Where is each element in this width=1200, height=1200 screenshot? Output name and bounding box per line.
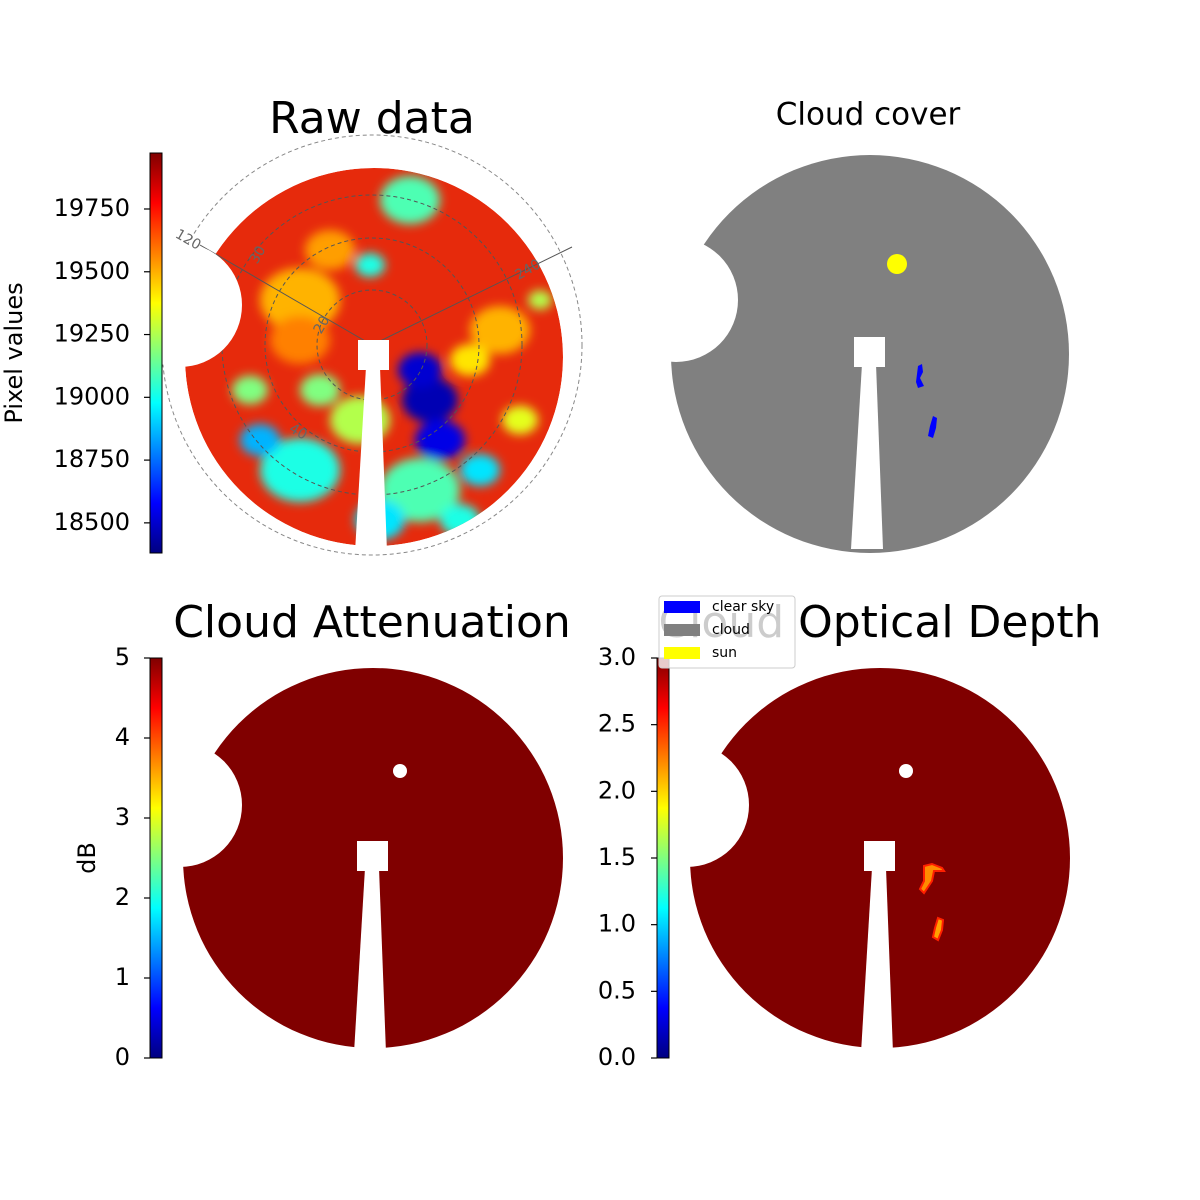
polar-label: 40 (286, 421, 309, 444)
colorbar-tick-label: 2.0 (598, 776, 636, 804)
polar-label: 20 (311, 313, 334, 336)
sun-mask (899, 764, 913, 778)
heatmap-blob (398, 352, 442, 388)
colorbar-tick-label: 19750 (54, 194, 130, 222)
heatmap-blob (528, 290, 552, 310)
mast-top (854, 337, 885, 367)
colorbar-tick-label: 2 (115, 883, 130, 911)
colorbar (149, 657, 163, 1059)
legend-swatch (664, 624, 700, 636)
legend-label: cloud (712, 622, 750, 638)
heatmap-blob (402, 377, 458, 423)
sun-mask (393, 764, 407, 778)
polar-label: 30 (247, 243, 270, 266)
colorbar-tick-label: 0.0 (598, 1043, 636, 1071)
heatmap-blob (300, 374, 340, 406)
legend-swatch (664, 647, 700, 659)
panel-title: Cloud cover (776, 97, 961, 133)
mast (861, 868, 893, 1053)
sky-image (625, 668, 1070, 1053)
horizon-mask (614, 238, 738, 362)
colorbar-tick-label: 18500 (54, 508, 130, 536)
colorbar-label: Pixel values (0, 282, 28, 423)
colorbar-tick-label: 1.0 (598, 910, 636, 938)
clear-patch (928, 416, 937, 438)
mast-top (358, 340, 389, 370)
horizon-mask (625, 743, 749, 867)
mast (851, 364, 883, 549)
polar-spoke (199, 244, 373, 346)
colorbar (656, 657, 670, 1059)
heatmap-blob (450, 344, 490, 376)
polar-ring (264, 237, 480, 453)
legend-label: sun (712, 645, 737, 661)
colorbar-tick-label: 3 (115, 803, 130, 831)
sky-image (118, 668, 563, 1053)
mast-top (864, 841, 895, 871)
polar-spoke (371, 246, 573, 346)
colorbar-tick-label: 5 (115, 643, 130, 671)
legend-label: clear sky (712, 599, 774, 615)
heatmap-blob (270, 316, 330, 364)
heatmap-blob (470, 306, 530, 354)
colorbar-tick-label: 19250 (54, 320, 130, 348)
heatmap-blob (380, 458, 460, 522)
colorbar-tick-label: 3.0 (598, 643, 636, 671)
heatmap-blob (260, 268, 340, 332)
heatmap-blob (355, 253, 385, 277)
horizon-mask (118, 743, 242, 867)
colorbar-label: dB (73, 842, 101, 874)
colorbar-tick-label: 1.5 (598, 843, 636, 871)
sky-image (614, 155, 1069, 553)
od-patch (931, 916, 945, 942)
colorbar-tick-label: 0 (115, 1043, 130, 1071)
sun (887, 254, 907, 274)
colorbar-tick-label: 18750 (54, 445, 130, 473)
colorbar-tick-label: 4 (115, 723, 130, 751)
legend-swatch (664, 601, 700, 613)
mast (355, 367, 387, 552)
colorbar-tick-label: 1 (115, 963, 130, 991)
heatmap-blob (502, 405, 538, 435)
heatmap-blob (232, 375, 268, 405)
colorbar-tick-label: 0.5 (598, 976, 636, 1004)
colorbar (149, 152, 163, 554)
mast-top (357, 841, 388, 871)
heatmap (185, 168, 563, 546)
heatmap-blob (305, 230, 355, 270)
horizon-mask (118, 243, 242, 367)
od-patch (918, 862, 946, 895)
heatmap-blob (240, 424, 280, 456)
panel-title: Cloud Attenuation (173, 597, 571, 648)
panel-title: Raw data (269, 93, 475, 144)
clear-patch (916, 364, 924, 388)
mast (354, 868, 386, 1053)
legend: clear sky cloud sun (658, 595, 796, 669)
sky-image (118, 134, 583, 556)
heatmap-blob (440, 504, 480, 536)
heatmap-blob (415, 420, 465, 460)
colorbar-tick-label: 19500 (54, 257, 130, 285)
colorbar-tick-label: 19000 (54, 382, 130, 410)
colorbar-tick-label: 2.5 (598, 710, 636, 738)
heatmap-blob (460, 454, 500, 486)
